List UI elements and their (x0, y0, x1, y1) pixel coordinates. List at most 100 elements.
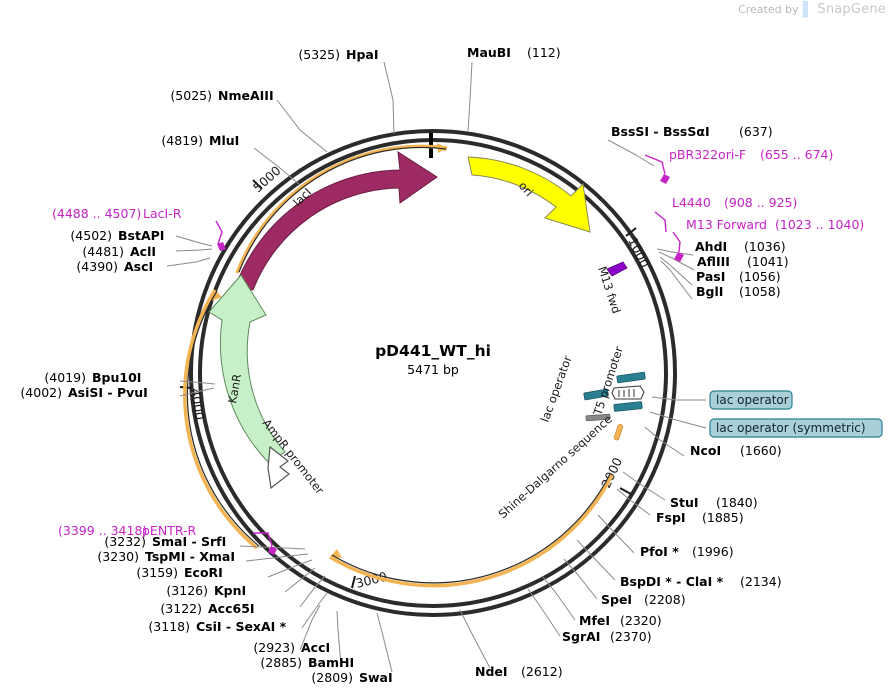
site-pos-ecori: (3159) (136, 565, 178, 580)
site-label-tspmi-xmai: TspMI - XmaI (145, 549, 235, 564)
inner-regulatory-glyphs[interactable] (583, 371, 646, 441)
site-pos-bpu10i: (4019) (44, 370, 86, 385)
site-pos-smai-srfi: (3232) (104, 534, 146, 549)
primer-label-laci-r: LacI-R (143, 206, 182, 221)
site-label-bsssi: BssSI - BssSαI (611, 124, 710, 139)
site-label-ncoi: NcoI (690, 443, 721, 458)
site-pos-ahdi: (1036) (744, 239, 786, 254)
glyph-t5-promoter (611, 385, 645, 400)
site-label-swai: SwaI (359, 670, 393, 685)
primer-label-m13-forward: M13 Forward (686, 217, 767, 232)
site-pos-mlui: (4819) (161, 133, 203, 148)
site-label-acli: AclI (130, 244, 156, 259)
site-label-hpai: HpaI (346, 47, 379, 62)
site-label-asisi-pvui: AsiSI - PvuI (68, 385, 148, 400)
site-pos-spei: (2208) (644, 592, 686, 607)
site-pos-sgrai: (2370) (610, 629, 652, 644)
transcript-arc-outline (186, 146, 611, 584)
snapgene-watermark: Created by ▌ SnapGene (738, 2, 886, 17)
site-pos-fspi: (1885) (702, 510, 744, 525)
site-pos-bspdi-clai: (2134) (740, 574, 782, 589)
site-pos-maubi: (112) (527, 45, 561, 60)
tick-label-1000: 1000 (625, 235, 652, 270)
site-label-bspdi-clai: BspDI * - ClaI * (620, 574, 724, 589)
site-label-sgrai: SgrAI (562, 629, 600, 644)
site-label-csii-sexai: CsiI - SexAI * (196, 619, 287, 634)
boxed-label-lac-operator-symmetric[interactable]: lac operator (symmetric) (709, 418, 883, 438)
site-pos-pasi: (1056) (739, 269, 781, 284)
site-label-acci: AccI (301, 640, 330, 655)
site-pos-kpni: (3126) (166, 583, 208, 598)
site-pos-ncoi: (1660) (740, 443, 782, 458)
site-pos-acli: (4481) (82, 244, 124, 259)
glyph-shine-dalgarno (585, 413, 611, 422)
glyph-lac-operator-2 (616, 371, 646, 384)
site-pos-bstapi: (4502) (70, 228, 112, 243)
feature-ampr-promoter[interactable]: AmpR promoter (260, 416, 327, 497)
site-pos-mfei: (2320) (620, 613, 662, 628)
page-title: pD441_WT_hi (375, 342, 491, 360)
site-pos-csii-sexai: (3118) (148, 619, 190, 634)
gene-ori[interactable]: ori (467, 156, 591, 233)
site-label-pfoi: PfoI * (640, 544, 679, 559)
primer-label-l4440: L4440 (672, 195, 711, 210)
site-pos-asisi-pvui: (4002) (20, 385, 62, 400)
site-label-fspi: FspI (656, 510, 686, 525)
snapgene-logo-icon: ▌ (802, 1, 814, 18)
site-label-acc65i: Acc65I (208, 601, 255, 616)
site-label-spei: SpeI (601, 592, 632, 607)
site-labels-right-upper: BssSI - BssSαI (637) pBR322ori-F (655 ..… (611, 124, 864, 299)
site-label-ndei: NdeI (475, 664, 508, 679)
site-label-bpu10i: Bpu10I (92, 370, 141, 385)
primer-label-pentr-r: pENTR-R (142, 523, 197, 538)
leader-lines (166, 61, 707, 673)
site-label-mlui: MluI (209, 133, 239, 148)
site-label-kpni: KpnI (214, 583, 246, 598)
boxed-label-lac-operator[interactable]: lac operator (709, 390, 793, 410)
tick-label-5000: 5000 (250, 163, 284, 195)
site-label-smai-srfi: SmaI - SrfI (152, 534, 226, 549)
site-pos-pfoi: (1996) (692, 544, 734, 559)
site-label-nmeaiii: NmeAIII (218, 88, 274, 103)
glyph-orange-tick (613, 423, 624, 441)
primer-range-m13-forward: (1023 .. 1040) (775, 217, 864, 232)
primer-label-pbr322ori-f: pBR322ori-F (669, 147, 746, 162)
watermark-created-by: Created by (738, 3, 799, 16)
site-label-pasi: PasI (696, 269, 725, 284)
primer-leader-lines (215, 154, 681, 547)
site-pos-bsssi: (637) (739, 124, 773, 139)
site-pos-acc65i: (3122) (160, 601, 202, 616)
transcript-arcs (183, 143, 614, 588)
site-labels-bottom-left: (2809) SwaI (2885) BamHI (2923) AccI (31… (58, 523, 393, 685)
site-pos-afliii: (1041) (747, 254, 789, 269)
gene-kanr[interactable]: KanR (208, 274, 286, 463)
site-labels-right-lower: NcoI (1660) StuI (1840) FspI (1885) PfoI… (475, 443, 782, 679)
site-label-afliii: AflIII (697, 254, 730, 269)
site-pos-ndei: (2612) (521, 664, 563, 679)
site-label-bstapi: BstAPI (118, 228, 164, 243)
primer-m13-fwd[interactable]: M13 fwd (595, 261, 628, 315)
site-pos-tspmi-xmai: (3230) (97, 549, 139, 564)
site-pos-acci: (2923) (253, 640, 295, 655)
boxed-label-text-lac-operator-symmetric: lac operator (symmetric) (716, 421, 866, 435)
primer-ticks (217, 174, 684, 555)
site-label-stui: StuI (670, 495, 699, 510)
site-pos-asci: (4390) (76, 259, 118, 274)
primer-range-pentr-r: (3399 .. 3418) (58, 523, 147, 538)
boxed-label-text-lac-operator: lac operator (716, 393, 789, 407)
site-pos-stui: (1840) (716, 495, 758, 510)
tick-label-4000: 4000 (188, 387, 207, 421)
site-label-bgli: BglI (696, 284, 723, 299)
primer-range-laci-r: (4488 .. 4507) (52, 206, 141, 221)
site-pos-swai: (2809) (311, 670, 353, 685)
plasmid-size: 5471 bp (407, 362, 459, 377)
site-row: (5325) (298, 47, 340, 62)
tick-label-2000: 2000 (598, 455, 625, 490)
glyph-lac-operator-symmetric (613, 401, 643, 412)
feature-label-shine-dalgarno-inner: Shine-Dalgarno sequence (496, 412, 615, 521)
watermark-brand: SnapGene (817, 2, 886, 17)
site-label-ecori: EcoRI (184, 565, 223, 580)
site-pos-bamhi: (2885) (260, 655, 302, 670)
site-pos-bgli: (1058) (739, 284, 781, 299)
